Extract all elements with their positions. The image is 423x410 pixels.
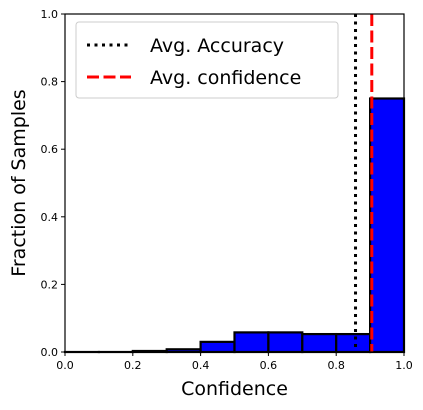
legend: Avg. Accuracy Avg. confidence	[75, 21, 339, 99]
histogram-bar	[267, 331, 304, 354]
histogram-bars	[63, 97, 406, 354]
y-axis-label: Fraction of Samples	[8, 89, 30, 276]
legend-label-avg-accuracy: Avg. Accuracy	[150, 35, 284, 57]
histogram-bar	[233, 331, 270, 354]
y-tick-label: 0.4	[41, 211, 59, 224]
x-tick-label: 0.0	[56, 359, 74, 372]
histogram-bar	[369, 97, 406, 354]
histogram-bar	[335, 332, 372, 354]
y-axis-ticks: 0.0 0.2 0.4 0.6 0.8 1.0	[41, 8, 65, 359]
y-tick-label: 0.2	[41, 278, 59, 291]
y-tick-label: 1.0	[41, 8, 59, 21]
plot-area-frame	[64, 13, 405, 353]
histogram-bar	[199, 340, 236, 354]
x-tick-label: 1.0	[395, 359, 413, 372]
y-tick-label: 0.0	[41, 346, 59, 359]
x-tick-label: 0.8	[327, 359, 345, 372]
y-tick-label: 0.6	[41, 143, 59, 156]
x-axis-ticks: 0.0 0.2 0.4 0.6 0.8 1.0	[56, 352, 413, 372]
x-tick-label: 0.6	[260, 359, 278, 372]
x-tick-label: 0.2	[124, 359, 142, 372]
y-tick-label: 0.8	[41, 76, 59, 89]
histogram-bar	[301, 332, 338, 354]
reference-lines	[354, 14, 374, 352]
legend-label-avg-confidence: Avg. confidence	[150, 67, 301, 89]
x-tick-label: 0.4	[192, 359, 210, 372]
x-axis-label: Confidence	[181, 378, 288, 400]
legend-box	[75, 21, 339, 99]
